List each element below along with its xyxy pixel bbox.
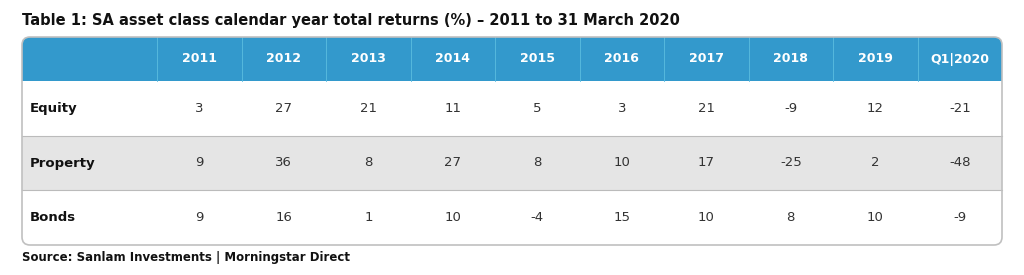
Text: -48: -48 [949, 156, 971, 169]
Text: Bonds: Bonds [30, 211, 76, 224]
Text: 36: 36 [275, 156, 292, 169]
Text: -21: -21 [949, 102, 971, 115]
Text: 2019: 2019 [858, 53, 893, 65]
Text: 2015: 2015 [520, 53, 555, 65]
Text: 16: 16 [275, 211, 292, 224]
Text: 8: 8 [786, 211, 795, 224]
Text: 2: 2 [871, 156, 880, 169]
Text: 10: 10 [698, 211, 715, 224]
Text: 10: 10 [613, 156, 630, 169]
Text: 15: 15 [613, 211, 631, 224]
Text: 2017: 2017 [689, 53, 724, 65]
Text: 9: 9 [196, 211, 204, 224]
Bar [22, 71, 1002, 81]
Text: 3: 3 [196, 102, 204, 115]
Text: Table 1: SA asset class calendar year total returns (%) – 2011 to 31 March 2020: Table 1: SA asset class calendar year to… [22, 13, 680, 28]
Text: 12: 12 [866, 102, 884, 115]
Text: 10: 10 [867, 211, 884, 224]
Text: 2012: 2012 [266, 53, 301, 65]
Text: 8: 8 [365, 156, 373, 169]
Text: 2014: 2014 [435, 53, 470, 65]
Bar [22, 136, 1002, 190]
Text: -9: -9 [784, 102, 798, 115]
FancyBboxPatch shape [22, 37, 1002, 81]
Text: Q1|2020: Q1|2020 [930, 53, 989, 65]
Text: -4: -4 [530, 211, 544, 224]
Text: 27: 27 [275, 102, 293, 115]
Text: 2011: 2011 [182, 53, 217, 65]
FancyBboxPatch shape [22, 190, 1002, 245]
Bar [22, 81, 1002, 136]
Text: Equity: Equity [30, 102, 78, 115]
Text: 21: 21 [697, 102, 715, 115]
Text: -9: -9 [953, 211, 967, 224]
Text: 27: 27 [444, 156, 462, 169]
Text: 21: 21 [359, 102, 377, 115]
Text: 2016: 2016 [604, 53, 639, 65]
Text: 2018: 2018 [773, 53, 808, 65]
Text: 8: 8 [534, 156, 542, 169]
Text: 3: 3 [617, 102, 626, 115]
Text: Property: Property [30, 156, 95, 169]
Text: 11: 11 [444, 102, 462, 115]
Text: 1: 1 [365, 211, 373, 224]
Text: Source: Sanlam Investments | Morningstar Direct: Source: Sanlam Investments | Morningstar… [22, 251, 350, 263]
Text: 10: 10 [444, 211, 461, 224]
Bar [22, 190, 1002, 235]
Text: 5: 5 [534, 102, 542, 115]
Text: -25: -25 [780, 156, 802, 169]
Text: 9: 9 [196, 156, 204, 169]
Text: 2013: 2013 [351, 53, 386, 65]
Text: 17: 17 [697, 156, 715, 169]
